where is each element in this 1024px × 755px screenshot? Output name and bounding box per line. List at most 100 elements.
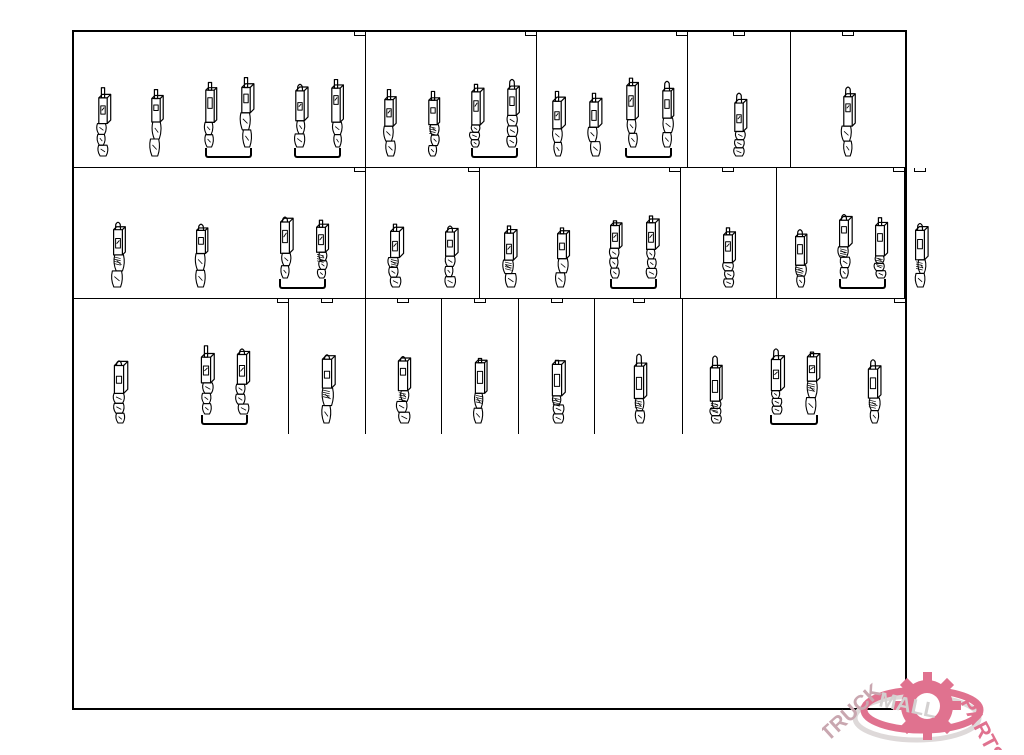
parts-area: [74, 299, 288, 434]
terminal-pictogram: [795, 229, 808, 288]
terminal-pictogram: [770, 348, 786, 415]
part-group[interactable]: [454, 73, 533, 167]
part-image-set: [544, 82, 570, 160]
cell-label-tab: [676, 32, 689, 36]
part-group[interactable]: [842, 350, 903, 434]
terminal-pictogram: [149, 89, 165, 157]
part-image-set: [726, 82, 752, 160]
part-group[interactable]: [597, 350, 680, 434]
part-group[interactable]: [444, 350, 516, 434]
part-group[interactable]: [368, 350, 440, 434]
part-image-set: [787, 218, 813, 291]
svg-text:PARTS: PARTS: [956, 694, 1009, 750]
terminal-pictogram: [506, 78, 520, 148]
part-group[interactable]: [411, 82, 454, 167]
part-image-set: [860, 350, 886, 427]
part-group[interactable]: [907, 218, 933, 298]
parts-area: [480, 168, 680, 298]
terminal-pictogram: [330, 78, 344, 148]
terminal-pictogram: [469, 83, 485, 148]
part-image-set: [544, 350, 570, 427]
part-group[interactable]: [539, 82, 576, 167]
part-group[interactable]: [76, 350, 163, 434]
part-image-set: [106, 350, 132, 427]
cell-label-tab: [893, 299, 906, 303]
part-group[interactable]: [163, 341, 286, 434]
terminal-pictogram: [279, 216, 294, 279]
part-group[interactable]: [130, 82, 184, 167]
part-group[interactable]: [746, 341, 843, 434]
terminal-pictogram: [732, 92, 748, 157]
part-group[interactable]: [291, 350, 363, 434]
parts-area: [442, 299, 518, 434]
part-group[interactable]: [76, 218, 160, 298]
part-group[interactable]: [685, 350, 746, 434]
terminal-pictogram: [315, 219, 329, 279]
part-group[interactable]: [589, 209, 678, 298]
cell-label-tab: [669, 168, 682, 172]
catalog-cell-ff6.3: [683, 299, 906, 434]
terminal-pictogram: [840, 86, 856, 157]
part-image-set: [702, 350, 728, 427]
part-group[interactable]: [368, 218, 423, 298]
catalog-row: [74, 32, 905, 168]
terminal-pictogram: [551, 359, 566, 424]
part-group[interactable]: [521, 350, 593, 434]
terminal-pictogram: [646, 215, 661, 279]
catalog-cell-mcp6.3: [366, 168, 481, 298]
part-group[interactable]: [612, 73, 685, 167]
part-group[interactable]: [779, 218, 823, 298]
terminal-pictogram: [321, 354, 336, 424]
part-group[interactable]: [183, 73, 273, 167]
part-group[interactable]: [576, 82, 613, 167]
part-image-set: [376, 82, 402, 160]
part-image-set: [188, 218, 214, 291]
part-group[interactable]: [683, 218, 774, 298]
part-image-set: [626, 350, 652, 427]
terminal-pictogram: [867, 359, 882, 424]
parts-area: [74, 168, 365, 298]
part-group[interactable]: [822, 209, 902, 298]
part-group[interactable]: [482, 218, 535, 298]
terminal-pictogram: [387, 223, 405, 288]
part-image-set: [390, 350, 416, 427]
catalog-cell-mlk1.2: [480, 168, 682, 298]
part-image-set: [105, 218, 131, 291]
catalog-cell-jpt: [537, 32, 689, 167]
terminal-pictogram: [555, 227, 571, 288]
parts-area: [683, 299, 905, 434]
parts-area: [791, 32, 905, 167]
parts-area: [777, 168, 904, 298]
terminal-pictogram: [501, 225, 518, 288]
part-group[interactable]: [368, 82, 411, 167]
cell-label-tab: [841, 32, 854, 36]
part-group[interactable]: [422, 218, 477, 298]
part-image-set: [420, 82, 446, 160]
terminal-pictogram: [837, 214, 853, 279]
part-group[interactable]: [76, 82, 130, 167]
cell-label-tab: [632, 299, 645, 303]
cell-label-tab: [474, 299, 487, 303]
part-group[interactable]: [243, 209, 363, 298]
terminal-pictogram: [195, 223, 209, 288]
part-image-set: [763, 341, 825, 427]
parts-area: [595, 299, 682, 434]
catalog-cell-mt3: [74, 299, 289, 434]
catalog-cell-0.64-mm: [595, 299, 684, 434]
part-image-set: [193, 341, 255, 427]
part-group[interactable]: [535, 218, 588, 298]
terminal-pictogram: [444, 225, 459, 288]
catalog-cell-spt: [681, 168, 777, 298]
part-group[interactable]: [690, 82, 788, 167]
terminal-pictogram: [427, 90, 440, 157]
catalog-cell-lsk8: [777, 168, 905, 298]
cell-label-tab: [397, 299, 410, 303]
part-group[interactable]: [160, 218, 244, 298]
terminal-pictogram: [201, 345, 216, 415]
part-group[interactable]: [273, 73, 363, 167]
catalog-cell-mqs: [74, 32, 366, 167]
cell-label-tab: [913, 168, 926, 172]
terminal-pictogram: [625, 77, 639, 148]
catalog-cell-mcp2.8: [74, 168, 366, 298]
part-group[interactable]: [793, 82, 903, 167]
